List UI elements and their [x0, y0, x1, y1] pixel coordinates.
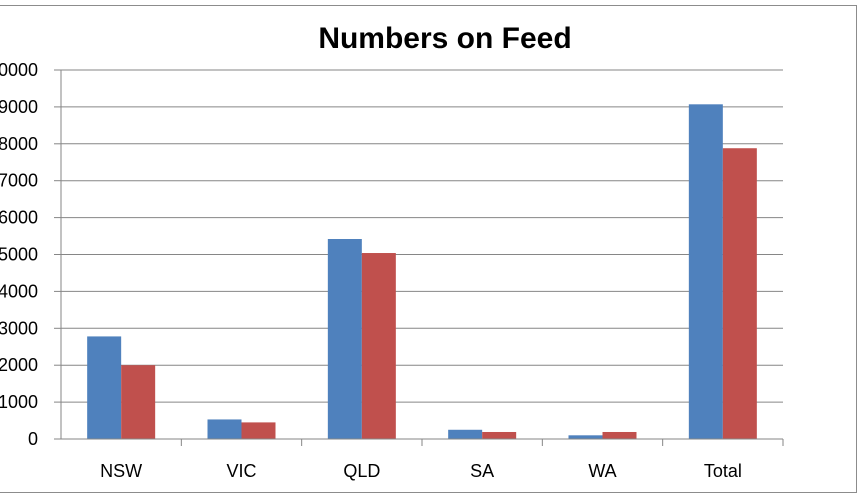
- bar-wa-series-2: [602, 431, 637, 439]
- bar-sa-series-1: [448, 429, 483, 439]
- axes: [54, 69, 784, 446]
- bar-wa-series-1: [568, 435, 603, 439]
- y-tick-label: 3000: [0, 318, 38, 338]
- bars: [87, 104, 757, 439]
- tick-labels: 0 1000 2000 3000 4000 5000 6000 7000 8000 9000 100…: [0, 60, 742, 481]
- y-tick-label: 5000: [0, 245, 38, 265]
- y-tick-label: 4000: [0, 281, 38, 301]
- bar-sa-series-2: [482, 431, 517, 439]
- bar-vic-series-1: [207, 419, 242, 439]
- bar-vic-series-2: [241, 422, 276, 439]
- bar-total-series-2: [722, 148, 757, 439]
- y-tick-label: 6000: [0, 208, 38, 228]
- x-tick-label: QLD: [343, 461, 380, 481]
- bar-nsw-series-1: [87, 336, 122, 439]
- y-tick-label: 2000: [0, 355, 38, 375]
- y-tick-label: 10000: [0, 60, 38, 80]
- y-tick-label: 1000: [0, 392, 38, 412]
- y-tick-label: 0: [28, 429, 38, 449]
- chart-title: Numbers on Feed: [318, 22, 571, 55]
- x-tick-label: Total: [704, 461, 742, 481]
- x-tick-label: SA: [470, 461, 494, 481]
- gridlines: [61, 69, 783, 403]
- y-tick-label: 8000: [0, 134, 38, 154]
- x-tick-label: VIC: [226, 461, 256, 481]
- bar-qld-series-2: [361, 253, 396, 439]
- bar-nsw-series-2: [121, 365, 156, 439]
- y-tick-label: 9000: [0, 97, 38, 117]
- bar-qld-series-1: [327, 239, 362, 439]
- x-tick-label: WA: [588, 461, 616, 481]
- x-tick-label: NSW: [100, 461, 142, 481]
- bar-total-series-1: [688, 104, 723, 439]
- y-tick-label: 7000: [0, 171, 38, 191]
